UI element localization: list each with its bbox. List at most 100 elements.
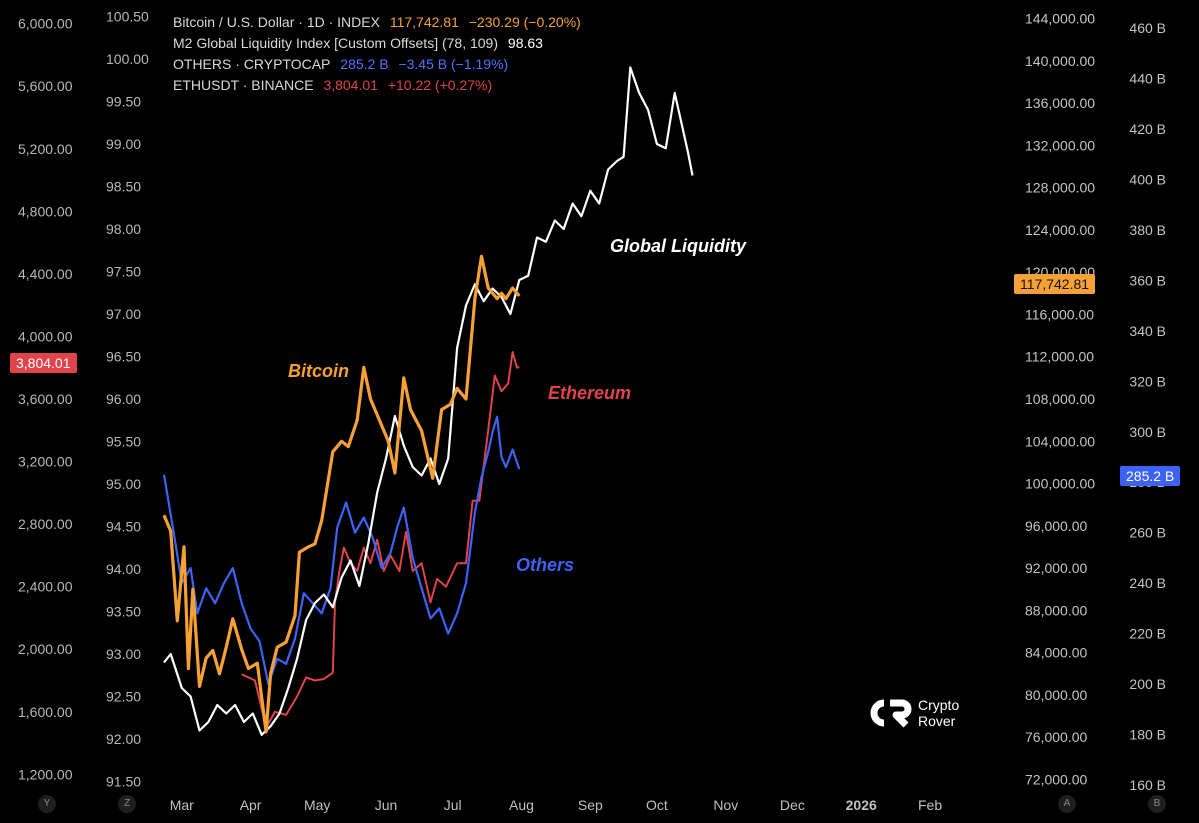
x-tick-label: Feb [918, 797, 942, 813]
logo-icon [870, 699, 912, 728]
legend-eth[interactable]: ETHUSDT · BINANCE 3,804.01 +10.22 (+0.27… [173, 75, 587, 96]
x-tick-label: Nov [713, 797, 738, 813]
legend-eth-value: 3,804.01 [323, 77, 378, 93]
eth-tick-label: 4,000.00 [18, 328, 73, 344]
eth-tick-label: 2,000.00 [18, 641, 73, 657]
legend-m2-value: 98.63 [507, 35, 543, 51]
annotation-global-liquidity: Global Liquidity [610, 236, 746, 256]
eth-tick-label: 6,000.00 [18, 16, 73, 32]
others-tick-label: 420 B [1129, 121, 1166, 137]
btc-price-badge: 117,742.81 [1014, 274, 1096, 294]
legend-others-value: 285.2 B [340, 56, 389, 72]
m2-tick-label: 96.50 [106, 349, 141, 365]
btc-tick-label: 80,000.00 [1025, 687, 1087, 703]
others-tick-label: 320 B [1129, 373, 1166, 389]
m2-tick-label: 93.50 [106, 604, 141, 620]
btc-axis[interactable]: 144,000.00 140,000.00 136,000.00 132,000.00… [1025, 11, 1095, 788]
btc-tick-label: 84,000.00 [1025, 645, 1087, 661]
btc-tick-label: 104,000.00 [1025, 433, 1095, 449]
series-layer [162, 66, 694, 736]
m2-tick-label: 98.50 [106, 179, 141, 195]
btc-tick-label: 88,000.00 [1025, 602, 1087, 618]
eth-tick-label: 1,200.00 [18, 766, 73, 782]
m2-axis[interactable]: 100.50 100.00 99.50 99.00 98.50 98.00 97.50 97.… [106, 9, 149, 790]
legend-others-change: −3.45 B (−1.19%) [398, 56, 509, 72]
m2-tick-label: 94.50 [106, 519, 141, 535]
x-tick-label: Jul [444, 797, 462, 813]
others-tick-label: 340 B [1129, 323, 1166, 339]
annotation-bitcoin: Bitcoin [288, 361, 349, 381]
series-line-bitcoin[interactable] [162, 254, 521, 734]
eth-tick-label: 3,600.00 [18, 391, 73, 407]
others-tick-label: 220 B [1129, 626, 1166, 642]
logo-text: Crypto Rover [918, 697, 959, 729]
eth-tick-label: 3,200.00 [18, 454, 73, 470]
eth-tick-label: 4,400.00 [18, 266, 73, 282]
m2-tick-label: 94.00 [106, 561, 141, 577]
annotation-ethereum: Ethereum [548, 383, 632, 403]
btc-tick-label: 140,000.00 [1025, 53, 1095, 69]
btc-tick-label: 76,000.00 [1025, 729, 1087, 745]
legend-m2[interactable]: M2 Global Liquidity Index [Custom Offset… [173, 33, 587, 54]
x-tick-label: Mar [170, 797, 194, 813]
eth-axis[interactable]: 6,000.00 5,600.00 5,200.00 4,800.00 4,400.00… [18, 16, 73, 783]
btc-tick-label: 128,000.00 [1025, 180, 1095, 196]
m2-tick-label: 97.00 [106, 306, 141, 322]
m2-tick-label: 100.00 [106, 51, 149, 67]
m2-tick-label: 93.00 [106, 646, 141, 662]
btc-tick-label: 116,000.00 [1025, 306, 1094, 322]
legend-eth-name: ETHUSDT · BINANCE [173, 77, 314, 93]
others-tick-label: 160 B [1129, 777, 1166, 793]
legend-btc-name: Bitcoin / U.S. Dollar · 1D · INDEX [173, 14, 380, 30]
legend-btc[interactable]: Bitcoin / U.S. Dollar · 1D · INDEX 117,7… [173, 12, 587, 33]
m2-tick-label: 98.00 [106, 221, 141, 237]
y-scale-button[interactable]: Y [38, 795, 56, 813]
legend-others[interactable]: OTHERS · CRYPTOCAP 285.2 B −3.45 B (−1.1… [173, 54, 587, 75]
m2-tick-label: 99.50 [106, 94, 141, 110]
eth-tick-label: 5,200.00 [18, 141, 73, 157]
x-tick-label: Oct [646, 797, 668, 813]
m2-tick-label: 92.00 [106, 731, 141, 747]
m2-tick-label: 95.00 [106, 476, 141, 492]
x-tick-label: May [304, 797, 330, 813]
m2-tick-label: 96.00 [106, 391, 141, 407]
legend-others-name: OTHERS · CRYPTOCAP [173, 56, 331, 72]
eth-price-badge: 3,804.01 [10, 353, 77, 373]
legend-btc-change: −230.29 (−0.20%) [468, 14, 581, 30]
eth-tick-label: 5,600.00 [18, 78, 73, 94]
others-axis[interactable]: 460 B 440 B 420 B 400 B 380 B 360 B 340 B 320 B… [1129, 20, 1166, 793]
others-price-badge: 285.2 B [1120, 466, 1181, 486]
m2-tick-label: 95.50 [106, 434, 141, 450]
others-tick-label: 380 B [1129, 222, 1166, 238]
eth-tick-label: 2,800.00 [18, 516, 73, 532]
legend-btc-value: 117,742.81 [389, 14, 459, 30]
others-tick-label: 240 B [1129, 575, 1166, 591]
logo-line-1: Crypto [918, 697, 960, 713]
eth-tick-label: 1,600.00 [18, 704, 73, 720]
b-scale-button[interactable]: B [1148, 795, 1166, 813]
legend: Bitcoin / U.S. Dollar · 1D · INDEX 117,7… [173, 12, 587, 96]
crypto-rover-logo: Crypto Rover [866, 697, 959, 729]
z-scale-button[interactable]: Z [118, 795, 136, 813]
legend-m2-name: M2 Global Liquidity Index [Custom Offset… [173, 35, 499, 51]
btc-tick-label: 136,000.00 [1025, 95, 1095, 111]
others-tick-label: 400 B [1129, 172, 1166, 188]
m2-tick-label: 100.50 [106, 9, 149, 25]
x-tick-label: Apr [240, 797, 262, 813]
btc-tick-label: 92,000.00 [1025, 560, 1087, 576]
series-line-others[interactable] [162, 415, 521, 686]
series-line-ethereum[interactable] [241, 351, 520, 729]
others-tick-label: 200 B [1129, 676, 1166, 692]
time-axis[interactable]: Mar Apr May Jun Jul Aug Sep Oct Nov Dec 2026 Feb [170, 797, 943, 813]
others-tick-label: 300 B [1129, 424, 1166, 440]
m2-tick-label: 92.50 [106, 689, 141, 705]
x-tick-label: Jun [375, 797, 398, 813]
others-tick-label: 360 B [1129, 272, 1166, 288]
a-scale-button[interactable]: A [1058, 795, 1076, 813]
btc-tick-label: 132,000.00 [1025, 137, 1095, 153]
annotation-others: Others [516, 555, 575, 575]
x-tick-label: 2026 [846, 797, 877, 813]
x-tick-label: Dec [780, 797, 805, 813]
